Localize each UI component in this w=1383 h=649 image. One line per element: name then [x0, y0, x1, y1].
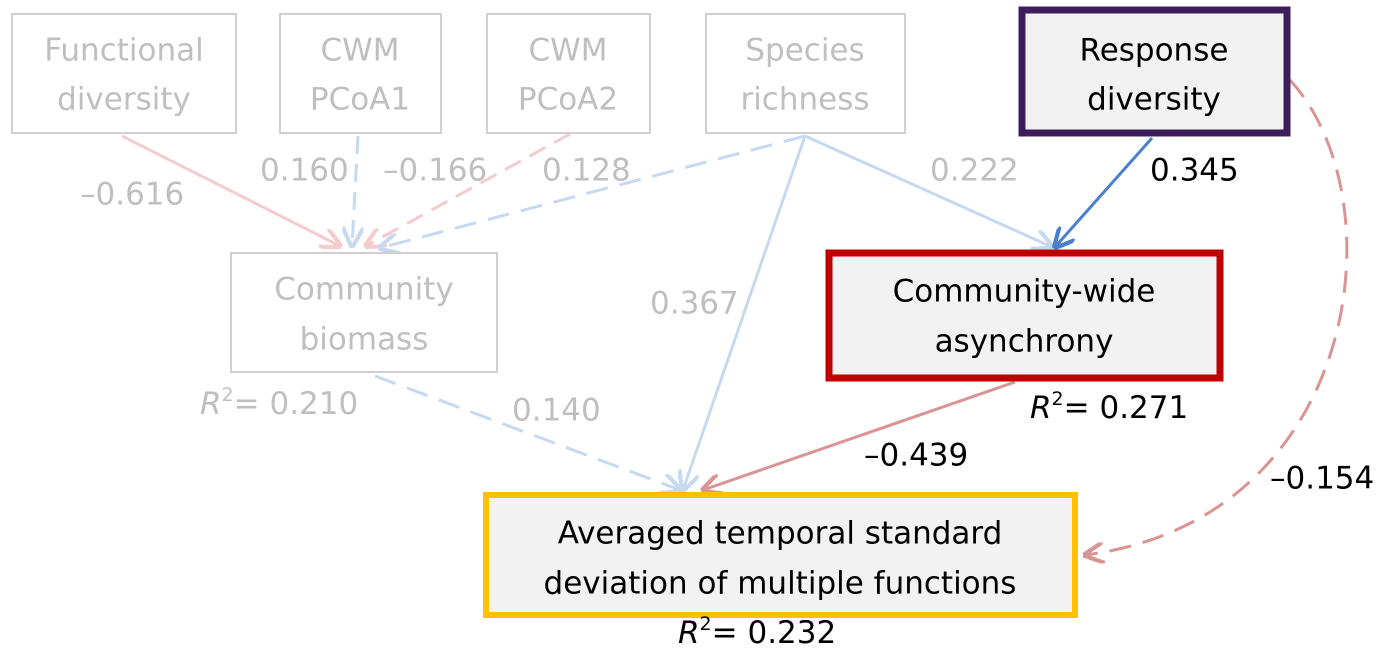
node-box — [486, 13, 651, 134]
r2-text: = 0.271 — [1064, 390, 1189, 426]
node-box — [11, 13, 237, 134]
node-label: CWM — [528, 33, 607, 69]
r2-symbol: R — [678, 615, 700, 649]
node-label: Response — [1080, 33, 1229, 69]
node-label: diversity — [57, 82, 191, 118]
r2-symbol: R — [1030, 390, 1052, 426]
node-label: diversity — [1087, 82, 1221, 118]
node-label: Functional — [44, 33, 203, 69]
edge — [366, 132, 571, 246]
node-box — [483, 492, 1078, 618]
node-label: Averaged temporal standard — [558, 516, 1003, 552]
edge — [1055, 137, 1154, 247]
edge — [352, 135, 358, 246]
node-label: deviation of multiple functions — [544, 566, 1017, 602]
edge-label: –0.154 — [1270, 461, 1374, 497]
r2-text: = 0.232 — [712, 615, 837, 649]
r2-symbol: R — [200, 386, 222, 422]
node-label: Community — [274, 272, 453, 308]
edge-label: 0.160 — [260, 153, 349, 189]
r2-sup: 2 — [222, 384, 234, 406]
edge — [121, 134, 340, 246]
r2-label: R2= 0.210 — [200, 384, 358, 422]
edge-label: –0.439 — [864, 438, 968, 474]
node-label: Species — [745, 33, 864, 69]
edge-label: 0.222 — [930, 153, 1019, 189]
node-box — [705, 13, 906, 134]
node-label: PCoA1 — [310, 82, 410, 118]
edge-label: –0.616 — [80, 177, 184, 213]
r2-sup: 2 — [700, 613, 712, 635]
edge — [1085, 78, 1349, 555]
r2-label: R2= 0.271 — [1030, 388, 1188, 426]
node-label: Community-wide — [893, 274, 1156, 310]
edge — [804, 134, 1052, 247]
node-box — [279, 13, 442, 134]
edge — [374, 374, 680, 490]
r2-label: R2= 0.232 — [678, 613, 836, 649]
edges — [121, 78, 1349, 555]
edge-label: –0.166 — [383, 153, 487, 189]
edge-label: 0.367 — [650, 286, 739, 322]
node-box — [230, 252, 498, 373]
r2-text: = 0.210 — [234, 386, 359, 422]
node-label: asynchrony — [935, 324, 1114, 360]
node-box — [825, 249, 1224, 382]
node-label: biomass — [300, 322, 429, 358]
edge — [380, 134, 806, 248]
edge-label: 0.140 — [512, 393, 601, 429]
edge — [683, 135, 807, 490]
node-label: CWM — [320, 33, 399, 69]
node-box — [1018, 6, 1291, 137]
edge-label: 0.345 — [1150, 153, 1239, 189]
edge — [703, 380, 1016, 490]
edge-label: 0.128 — [542, 153, 631, 189]
node-label: richness — [740, 82, 869, 118]
node-label: PCoA2 — [518, 82, 618, 118]
r2-sup: 2 — [1052, 388, 1064, 410]
